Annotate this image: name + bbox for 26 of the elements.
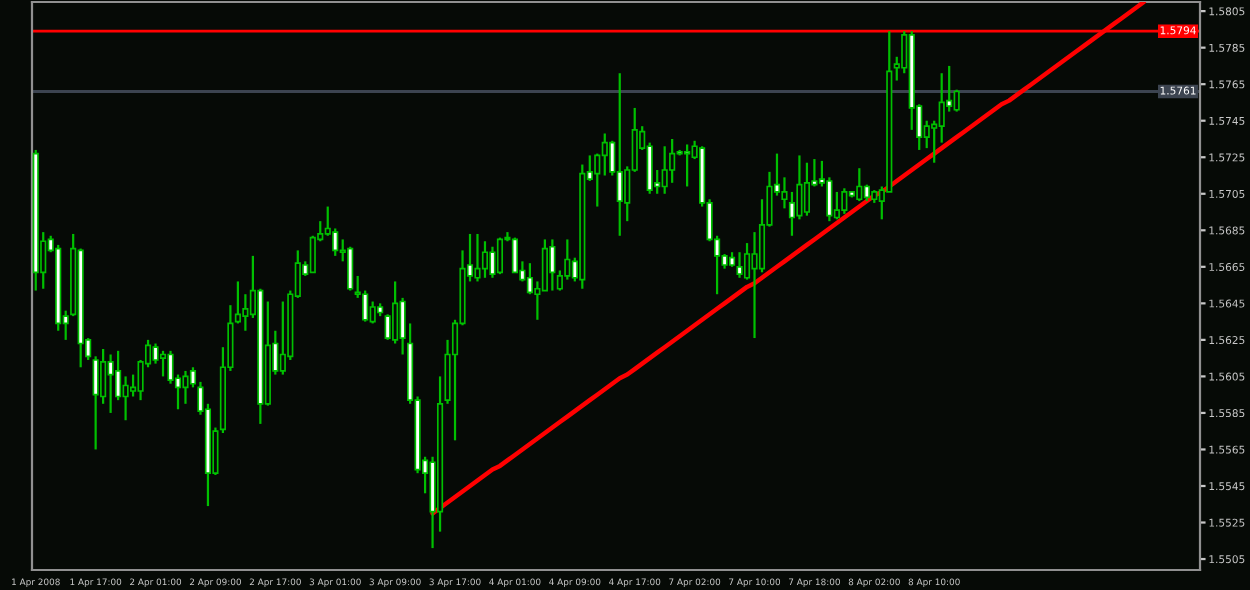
candlestick bbox=[684, 143, 691, 188]
candlestick bbox=[841, 187, 848, 215]
candlestick bbox=[481, 240, 489, 279]
candlestick bbox=[616, 72, 623, 237]
candlestick bbox=[511, 236, 519, 274]
candlestick bbox=[159, 349, 167, 378]
candlestick bbox=[182, 369, 189, 405]
candlestick bbox=[549, 238, 556, 292]
candlestick bbox=[953, 88, 960, 113]
candlestick bbox=[489, 245, 496, 279]
candlestick bbox=[541, 238, 548, 292]
candlestick bbox=[856, 167, 863, 203]
candlestick bbox=[803, 161, 811, 217]
candlestick bbox=[938, 72, 945, 144]
candlestick bbox=[736, 251, 743, 279]
candlestick bbox=[107, 353, 114, 415]
candlestick bbox=[92, 355, 99, 451]
candlestick bbox=[122, 375, 129, 422]
candlestick bbox=[474, 232, 481, 283]
candlestick bbox=[496, 236, 504, 276]
candlestick bbox=[369, 300, 376, 325]
candlestick bbox=[751, 231, 758, 340]
candlestick bbox=[347, 245, 354, 292]
candlestick bbox=[601, 132, 608, 177]
candlestick bbox=[661, 145, 668, 195]
candlestick bbox=[392, 280, 399, 345]
